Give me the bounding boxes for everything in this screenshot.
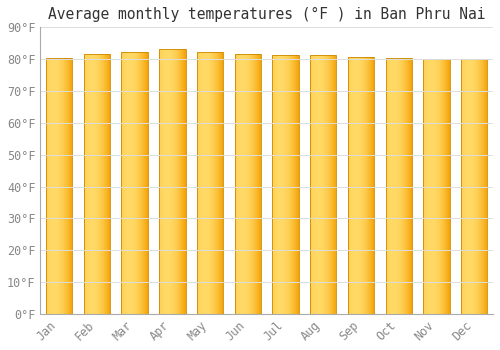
Bar [122,52,148,314]
Bar [424,59,450,314]
Bar [84,54,110,314]
Bar [46,58,72,314]
Bar [272,55,299,314]
Bar [310,55,336,314]
Bar [461,60,487,314]
Bar [197,52,224,314]
Bar [348,57,374,314]
Bar [234,54,261,314]
Bar [386,58,412,314]
Title: Average monthly temperatures (°F ) in Ban Phru Nai: Average monthly temperatures (°F ) in Ba… [48,7,486,22]
Bar [159,49,186,314]
